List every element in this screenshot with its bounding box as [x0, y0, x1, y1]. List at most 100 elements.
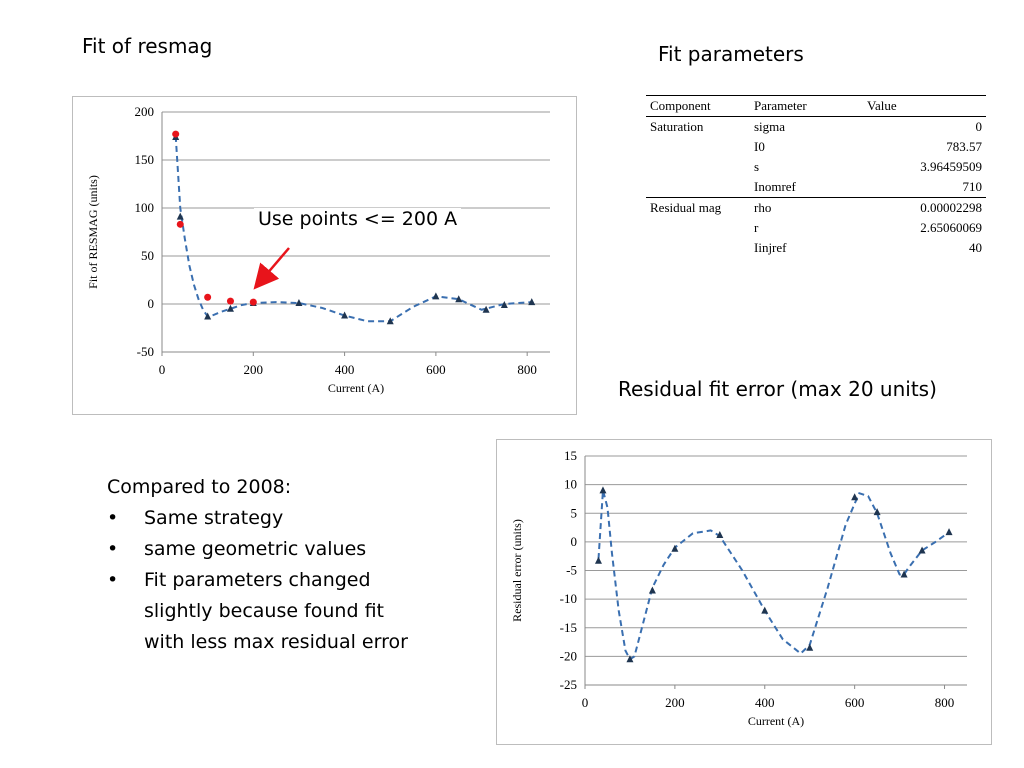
- table-cell-value: 0: [975, 119, 983, 134]
- y-tick-label: 10: [564, 477, 577, 492]
- table-row: Residual mag rho 0.00002298: [646, 198, 986, 219]
- x-tick-label: 400: [335, 362, 355, 377]
- residual-fit-error-title: Residual fit error (max 20 units): [618, 377, 937, 401]
- list-item-text: Fit parameters changed slightly because …: [144, 569, 408, 653]
- data-point-marker: [528, 298, 536, 306]
- annotation-text: Use points <= 200 A: [254, 208, 462, 230]
- list-item-text: Same strategy: [144, 507, 284, 529]
- data-point-marker: [204, 312, 212, 320]
- y-axis-label: Fit of RESMAG (units): [86, 175, 100, 289]
- table-cell-parameter: Inomref: [754, 179, 796, 194]
- y-tick-label: -5: [566, 563, 577, 578]
- table-header-component: Component: [650, 98, 711, 113]
- table-cell-component: [646, 157, 750, 177]
- data-point-marker: [599, 486, 607, 494]
- data-point-marker: [671, 544, 679, 552]
- data-point-marker: [482, 305, 490, 313]
- bullet-icon: •: [107, 507, 119, 529]
- y-tick-label: -15: [560, 620, 577, 635]
- table-cell-value: 2.65060069: [920, 220, 982, 235]
- x-tick-label: 600: [845, 695, 865, 710]
- x-tick-label: 200: [665, 695, 685, 710]
- table-cell-parameter: I0: [754, 139, 765, 154]
- y-tick-label: -20: [560, 648, 577, 663]
- list-item: • Fit parameters changed slightly because…: [107, 565, 417, 658]
- data-point-dot: [249, 298, 257, 306]
- x-tick-label: 400: [755, 695, 775, 710]
- data-point-marker: [500, 300, 508, 308]
- data-point-marker: [716, 531, 724, 539]
- table-cell-component: [646, 177, 750, 198]
- residual-error-chart-svg: -25 -20 -15 -10 -5 0 5 10 15 0 200 400 600 800 Current…: [510, 448, 967, 728]
- data-point-marker: [455, 295, 463, 303]
- data-point-marker: [918, 546, 926, 554]
- table-cell-parameter: r: [754, 220, 759, 235]
- table-header-value: Value: [867, 98, 897, 113]
- table-cell-parameter: s: [754, 159, 760, 174]
- data-point-marker: [176, 212, 184, 220]
- data-point-marker: [226, 304, 234, 312]
- y-tick-label: 5: [571, 505, 578, 520]
- table-row: Inomref 710: [646, 177, 986, 198]
- table-cell-component: [646, 238, 750, 258]
- bullet-icon: •: [107, 538, 119, 560]
- table-cell-component: Saturation: [650, 119, 704, 134]
- data-point-marker: [626, 655, 634, 663]
- fit-parameters-table-wrap: Component Parameter Value Saturation sig…: [646, 95, 986, 258]
- data-point-marker: [648, 586, 656, 594]
- table-row: I0 783.57: [646, 137, 986, 157]
- data-point-dot: [226, 297, 234, 305]
- list-item: • Same strategy: [107, 503, 417, 534]
- table-row: r 2.65060069: [646, 218, 986, 238]
- data-point-marker: [761, 606, 769, 614]
- table-cell-value: 3.96459509: [920, 159, 982, 174]
- y-tick-label: -50: [137, 344, 154, 359]
- table-cell-value: 783.57: [946, 139, 982, 154]
- table-row: s 3.96459509: [646, 157, 986, 177]
- y-tick-label: -10: [560, 591, 577, 606]
- table-cell-value: 40: [969, 240, 982, 255]
- data-point-marker: [432, 292, 440, 300]
- data-point-dot: [204, 293, 212, 301]
- table-cell-value: 710: [962, 179, 983, 194]
- series-line: [597, 489, 950, 661]
- table-cell-parameter: rho: [754, 200, 772, 215]
- residual-error-chart: -25 -20 -15 -10 -5 0 5 10 15 0 200 400 600 800 Current…: [496, 439, 992, 745]
- x-tick-label: 200: [244, 362, 264, 377]
- y-axis-label: Residual error (units): [510, 519, 524, 622]
- y-tick-label: 15: [564, 448, 577, 463]
- table-cell-component: [646, 137, 750, 157]
- y-tick-label: 100: [135, 200, 155, 215]
- comparison-notes: Compared to 2008: • Same strategy • same g…: [107, 472, 417, 658]
- y-tick-label: 50: [141, 248, 154, 263]
- data-point-marker: [900, 570, 908, 578]
- table-cell-component: Residual mag: [650, 200, 722, 215]
- data-point-marker: [594, 556, 602, 564]
- data-point-marker: [341, 311, 349, 319]
- fit-of-resmag-title: Fit of resmag: [82, 34, 213, 58]
- table-cell-value: 0.00002298: [920, 200, 982, 215]
- annotation-arrow: [253, 247, 290, 290]
- fit-parameters-table: Component Parameter Value Saturation sig…: [646, 95, 986, 258]
- table-header-parameter: Parameter: [754, 98, 807, 113]
- table-row: Saturation sigma 0: [646, 117, 986, 138]
- x-tick-label: 0: [159, 362, 166, 377]
- y-tick-label: 200: [135, 104, 155, 119]
- y-tick-label: 150: [135, 152, 155, 167]
- x-tick-label: 0: [582, 695, 589, 710]
- table-cell-component: [646, 218, 750, 238]
- data-point-dot: [172, 130, 180, 138]
- data-point-marker: [386, 317, 394, 325]
- resmag-fit-chart: -50 0 50 100 150 200 0 200 400 600 800 Current (A) F…: [72, 96, 577, 415]
- bullet-icon: •: [107, 569, 119, 591]
- table-cell-parameter: sigma: [754, 119, 786, 134]
- fit-parameters-title: Fit parameters: [658, 42, 804, 66]
- table-row: Iinjref 40: [646, 238, 986, 258]
- x-axis-label: Current (A): [328, 381, 384, 395]
- y-tick-label: -25: [560, 677, 577, 692]
- data-point-marker: [873, 508, 881, 516]
- x-tick-label: 800: [935, 695, 955, 710]
- list-item: • same geometric values: [107, 534, 417, 565]
- data-point-marker: [295, 299, 303, 307]
- table-header-row: Component Parameter Value: [646, 95, 986, 117]
